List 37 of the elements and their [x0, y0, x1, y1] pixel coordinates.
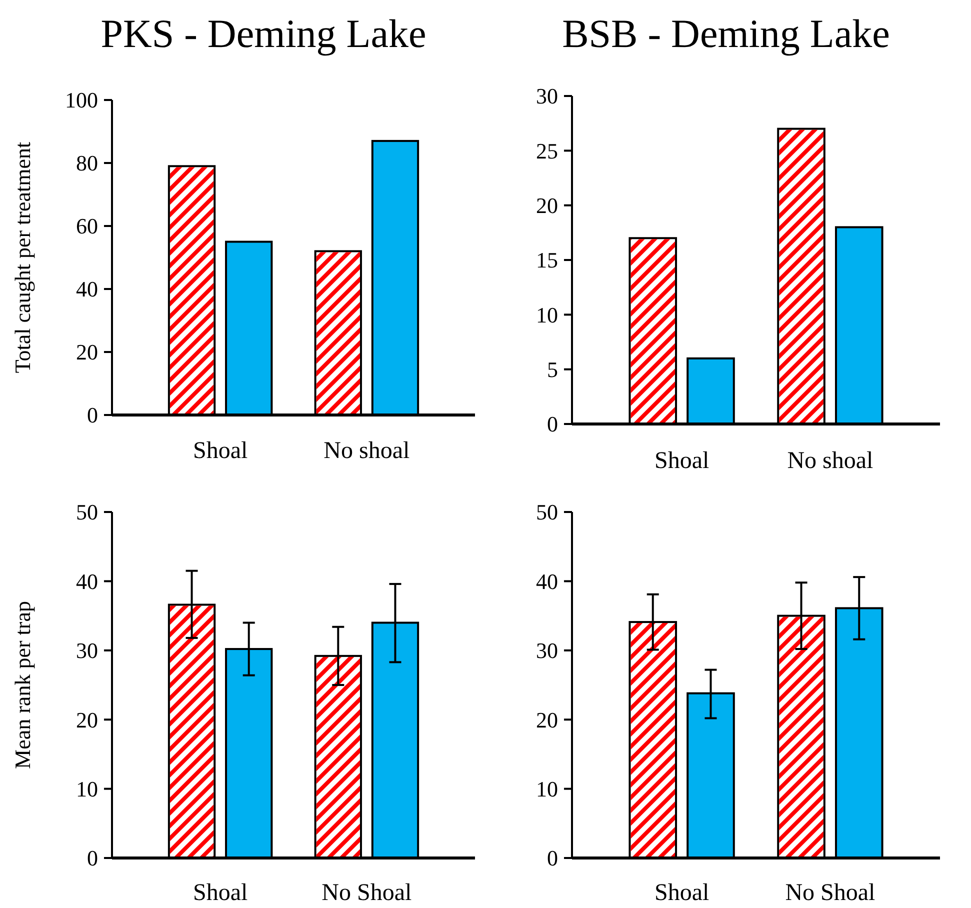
y-tick-label: 30 — [536, 84, 558, 109]
x-tick-label: Shoal — [192, 438, 248, 464]
chart-title: BSB - Deming Lake — [562, 11, 890, 56]
x-tick-label: No Shoal — [785, 880, 876, 906]
y-tick-label: 5 — [547, 357, 558, 382]
y-axis-title: Mean rank per trap — [10, 601, 35, 769]
y-tick-label: 10 — [536, 776, 558, 802]
y-tick-label: 10 — [76, 776, 98, 802]
y-tick-label: 40 — [76, 276, 98, 302]
y-tick-label: 20 — [536, 193, 558, 218]
y-tick-label: 30 — [76, 638, 98, 664]
y-tick-label: 20 — [76, 707, 98, 732]
y-tick-label: 30 — [536, 638, 558, 664]
chart-title: PKS - Deming Lake — [100, 11, 426, 56]
y-axis-title: Total caught per treatment — [10, 142, 35, 374]
y-tick-label: 10 — [536, 302, 558, 328]
y-tick-label: 100 — [65, 88, 98, 113]
x-tick-label: No Shoal — [322, 880, 412, 906]
y-tick-label: 25 — [536, 138, 558, 164]
y-tick-label: 20 — [536, 707, 558, 732]
y-tick-label: 60 — [76, 214, 98, 239]
y-tick-label: 0 — [87, 402, 98, 428]
y-tick-label: 80 — [76, 150, 98, 176]
x-tick-label: Shoal — [654, 448, 710, 474]
y-tick-label: 0 — [87, 846, 98, 871]
y-tick-label: 50 — [76, 500, 98, 525]
x-tick-label: Shoal — [192, 880, 248, 906]
y-tick-label: 40 — [76, 568, 98, 594]
y-tick-label: 50 — [536, 500, 558, 525]
y-tick-label: 0 — [547, 846, 558, 871]
y-tick-label: 15 — [536, 248, 558, 273]
x-tick-label: No shoal — [787, 448, 874, 474]
y-tick-label: 20 — [76, 340, 98, 365]
x-tick-label: No shoal — [324, 438, 410, 464]
x-tick-label: Shoal — [654, 880, 710, 906]
y-tick-label: 0 — [547, 412, 558, 437]
y-tick-label: 40 — [536, 568, 558, 594]
